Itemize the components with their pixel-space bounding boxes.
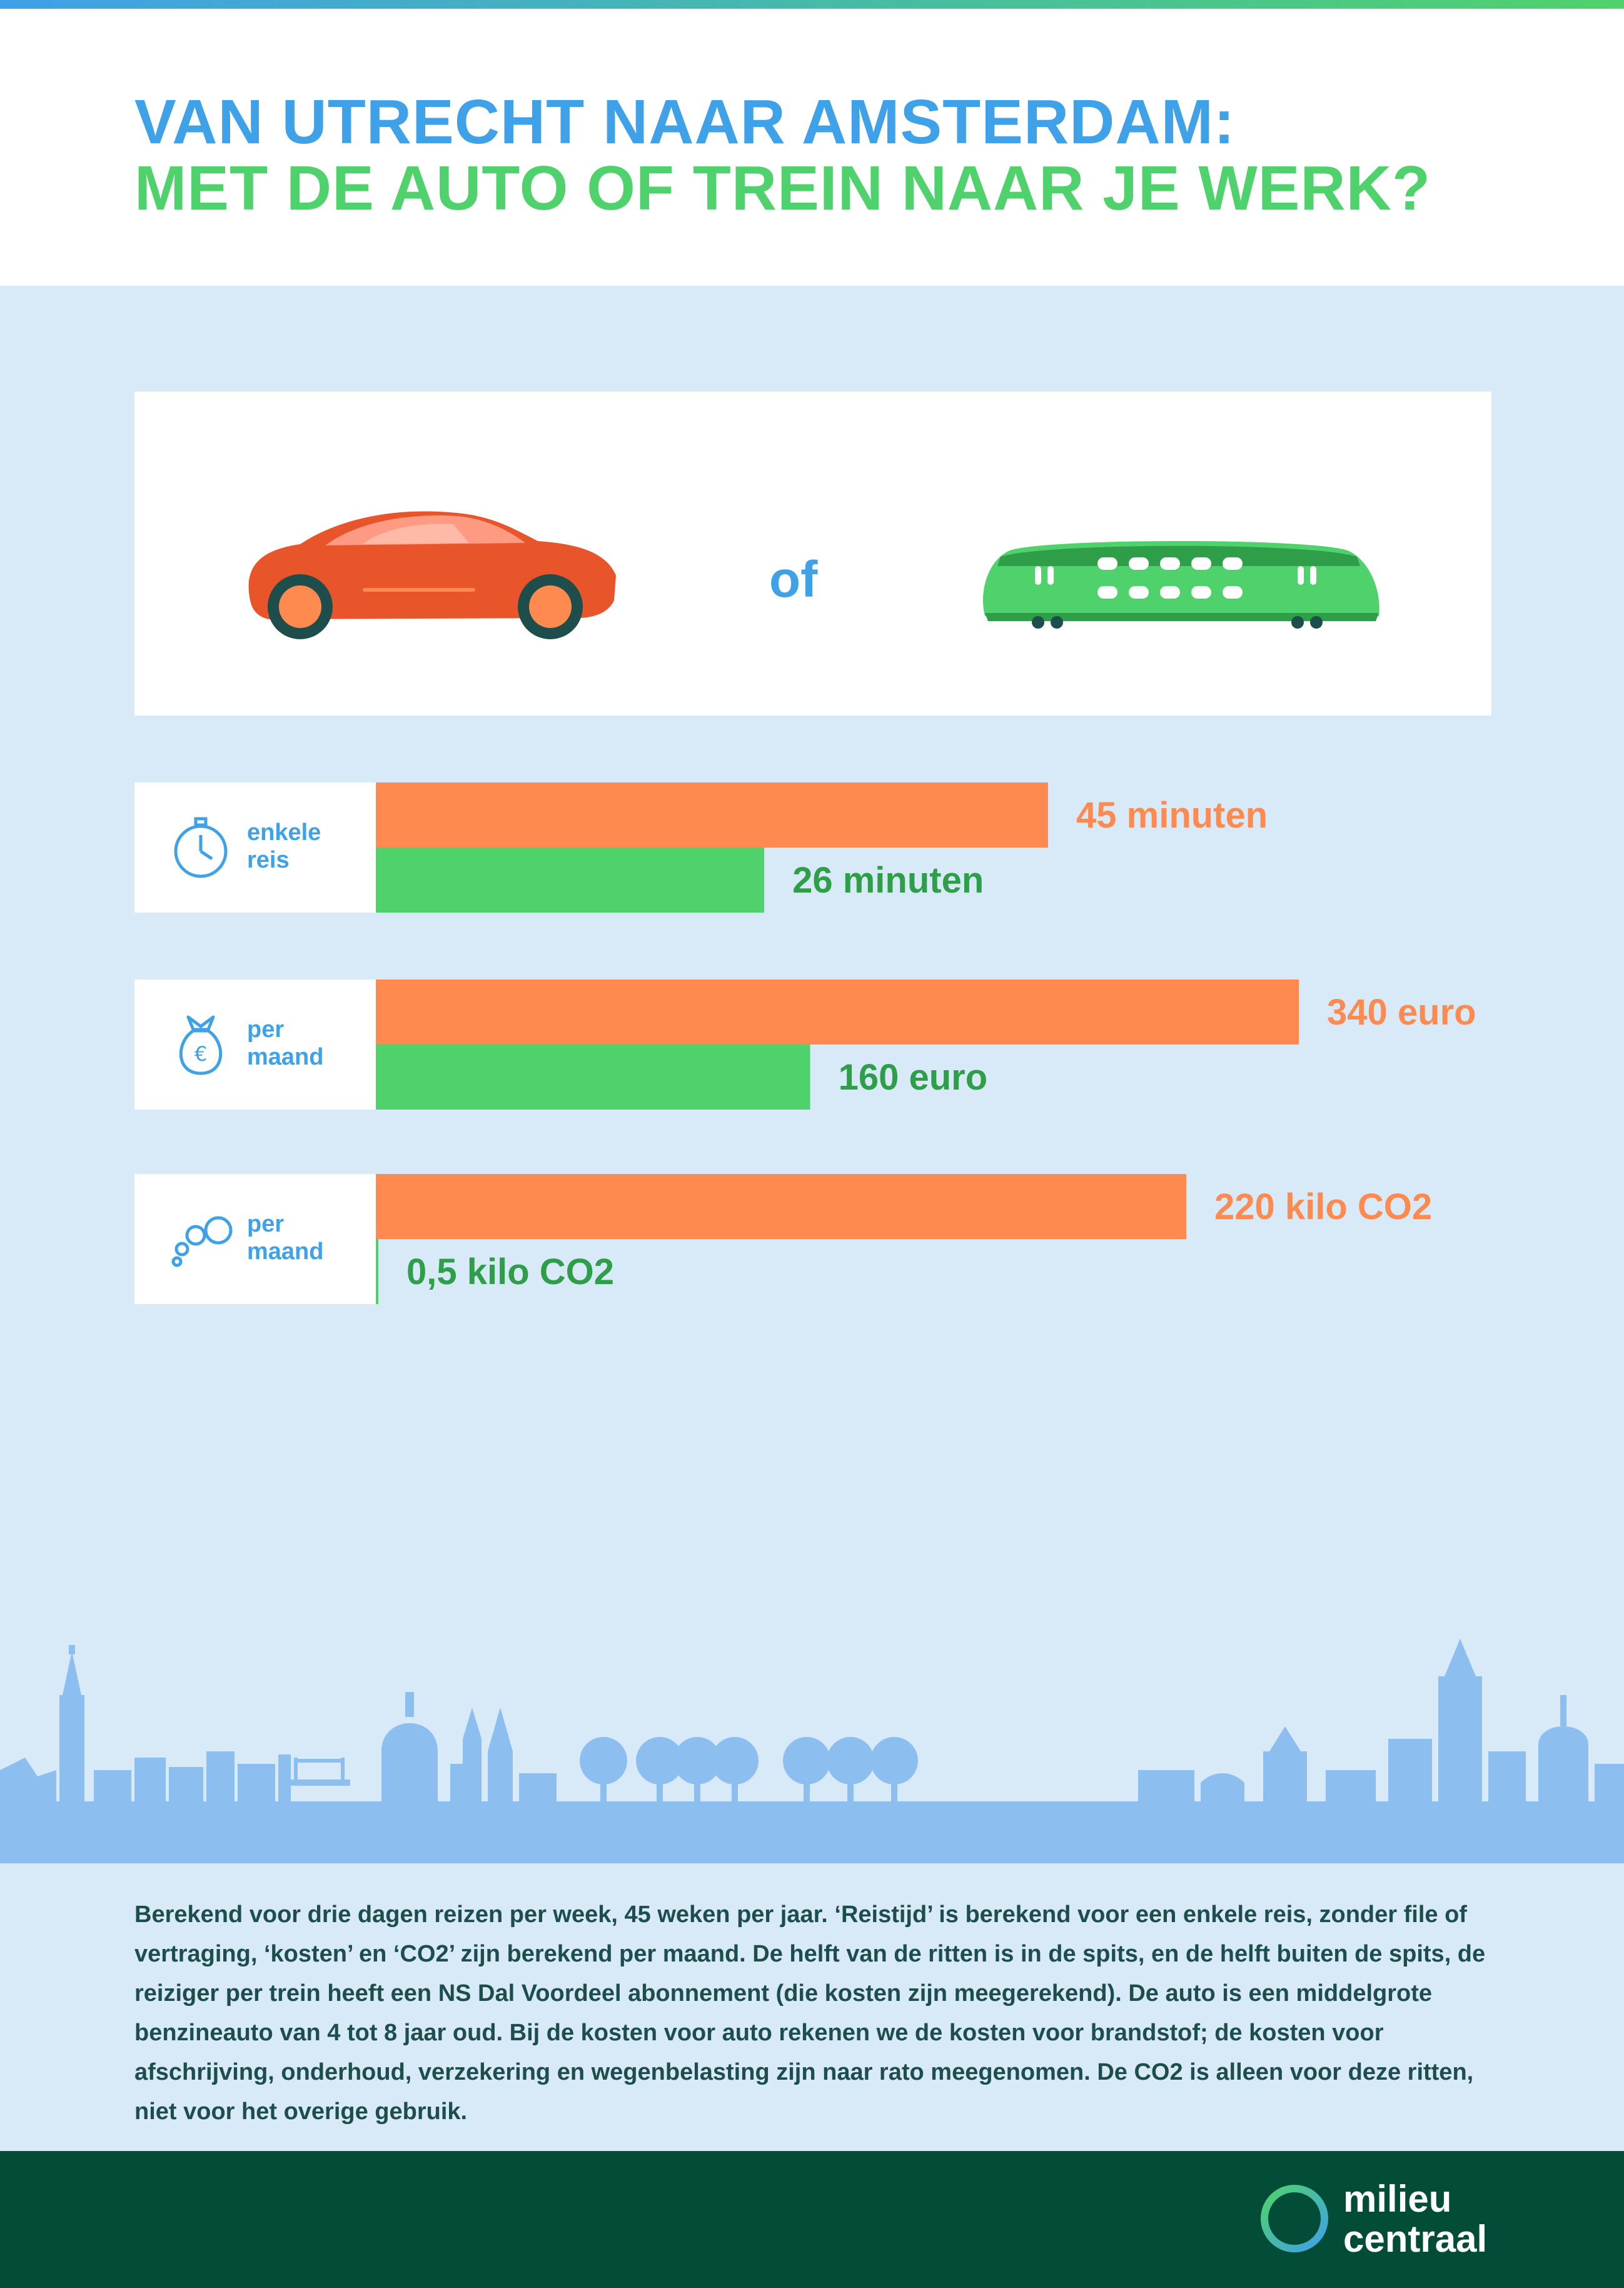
train-value-label-2: 160 euro xyxy=(839,1057,988,1098)
footer xyxy=(0,2151,1624,2288)
car-value-label-3: 220 kilo CO2 xyxy=(1214,1187,1432,1227)
train-value-label-3: 0,5 kilo CO2 xyxy=(406,1252,614,1292)
row-label-line2: reis xyxy=(247,847,290,873)
row-label-line1: enkele xyxy=(247,819,321,846)
city-skyline xyxy=(0,1639,1624,1864)
money-bag-icon: € xyxy=(179,1015,223,1075)
logo-line2: centraal xyxy=(1343,2218,1488,2260)
footnote-text: Berekend voor drie dagen reizen per week… xyxy=(134,1901,1486,2125)
milieu-centraal-logo-icon xyxy=(1261,2185,1328,2252)
row-label-travel-time: enkele reis xyxy=(134,782,376,913)
car-value-label-1: 45 minuten xyxy=(1076,795,1268,836)
row-label-line1: per xyxy=(247,1016,285,1043)
header: VAN UTRECHT NAAR AMSTERDAM: MET DE AUTO … xyxy=(0,9,1624,286)
or-label: of xyxy=(769,551,818,608)
top-gradient-line xyxy=(0,0,1624,9)
car-icon xyxy=(248,511,616,639)
car-bar-1 xyxy=(376,782,1048,848)
car-value-label-2: 340 euro xyxy=(1327,992,1476,1033)
car-bar-3 xyxy=(376,1174,1186,1239)
train-bar-2 xyxy=(376,1045,810,1110)
train-value-label-1: 26 minuten xyxy=(792,860,984,901)
row-label-line1: per xyxy=(247,1211,285,1237)
row-label-co2: per maand xyxy=(134,1174,376,1304)
title-line-1: VAN UTRECHT NAAR AMSTERDAM: xyxy=(134,87,1236,157)
train-bar-3 xyxy=(376,1239,378,1304)
co2-bubbles-icon xyxy=(171,1216,233,1267)
svg-text:€: € xyxy=(194,1042,207,1066)
logo-line1: milieu xyxy=(1343,2178,1452,2220)
row-label-cost: € per maand xyxy=(134,979,376,1110)
train-icon xyxy=(982,541,1379,629)
row-label-line2: maand xyxy=(247,1044,324,1070)
car-bar-2 xyxy=(376,979,1299,1045)
logo-text: milieu centraal xyxy=(1343,2179,1487,2259)
footnote-panel xyxy=(0,1863,1624,2151)
train-bar-1 xyxy=(376,848,765,913)
stopwatch-icon xyxy=(174,817,228,878)
row-label-line2: maand xyxy=(247,1238,324,1265)
title-line-2: MET DE AUTO OF TREIN NAAR JE WERK? xyxy=(134,153,1431,223)
